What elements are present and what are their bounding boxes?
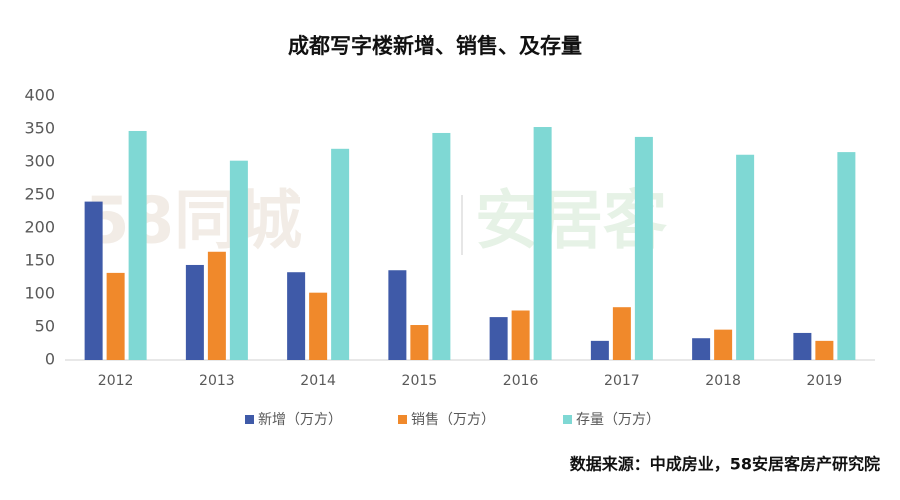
bar — [511, 310, 530, 360]
y-tick-label: 150 — [24, 251, 55, 270]
chart-title: 成都写字楼新增、销售、及存量 — [288, 34, 582, 58]
bar — [837, 152, 856, 360]
bar — [287, 272, 306, 360]
x-tick-label: 2015 — [402, 373, 438, 389]
source-note: 数据来源：中成房业，58安居客房产研究院 — [570, 455, 880, 474]
bar — [331, 148, 350, 360]
legend-label: 存量（万方） — [576, 412, 660, 428]
y-tick-label: 400 — [24, 86, 55, 105]
watermark: 58同城 — [85, 185, 302, 259]
y-tick-label: 250 — [24, 185, 55, 204]
legend-swatch — [563, 415, 572, 424]
bar — [128, 130, 147, 360]
legend-label: 销售（万方） — [411, 412, 495, 428]
bar — [106, 272, 125, 360]
x-tick-label: 2019 — [807, 373, 843, 389]
bar — [229, 160, 248, 360]
bar — [410, 325, 429, 360]
x-tick-label: 2016 — [503, 373, 539, 389]
y-tick-label: 100 — [24, 284, 55, 303]
y-tick-label: 0 — [45, 350, 55, 369]
x-tick-label: 2017 — [604, 373, 640, 389]
bar — [815, 340, 834, 360]
x-tick-label: 2012 — [98, 373, 134, 389]
y-tick-label: 300 — [24, 152, 55, 171]
bar — [736, 154, 755, 360]
x-tick-label: 2014 — [300, 373, 336, 389]
x-tick-label: 2018 — [705, 373, 741, 389]
legend-label: 新增（万方） — [258, 412, 342, 428]
bar — [612, 307, 631, 360]
bar — [185, 264, 204, 360]
bar — [207, 251, 226, 360]
bar — [84, 201, 103, 360]
y-tick-label: 50 — [35, 317, 55, 336]
bar — [489, 317, 508, 360]
y-tick-label: 200 — [24, 218, 55, 237]
legend-swatch — [398, 415, 407, 424]
bar — [432, 132, 451, 360]
bar — [388, 270, 407, 360]
y-tick-label: 350 — [24, 119, 55, 138]
bar — [634, 136, 653, 360]
bar — [533, 127, 552, 361]
bar — [692, 338, 711, 360]
x-tick-label: 2013 — [199, 373, 235, 389]
bar — [714, 329, 733, 360]
legend-swatch — [245, 415, 254, 424]
bar — [793, 332, 812, 360]
bar — [309, 292, 328, 360]
bar — [590, 340, 609, 360]
